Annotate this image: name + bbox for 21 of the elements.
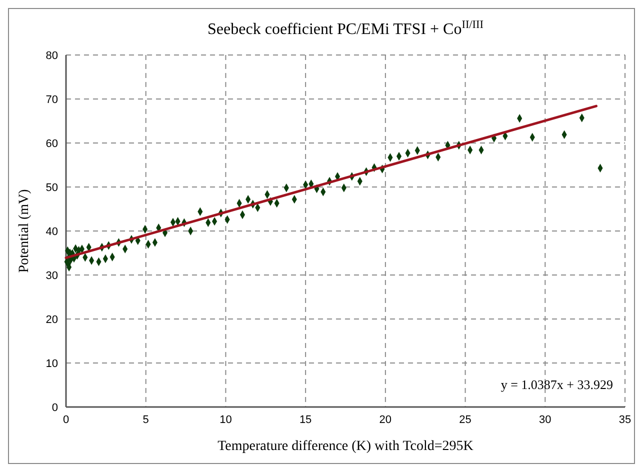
y-tick-label: 0 xyxy=(52,402,58,414)
y-tick-label: 40 xyxy=(46,226,58,238)
x-axis-title: Temperature difference (K) with Tcold=295K xyxy=(218,439,474,454)
annotation: y = 1.0387x + 33.929 xyxy=(500,377,613,392)
y-axis-title: Potential (mV) xyxy=(17,188,32,273)
y-tick-label: 10 xyxy=(46,358,58,370)
y-tick-label: 80 xyxy=(46,50,58,62)
y-tick-label: 20 xyxy=(46,314,58,326)
x-tick-label: 25 xyxy=(459,414,472,426)
y-tick-label: 60 xyxy=(46,138,58,150)
x-tick-label: 10 xyxy=(220,414,232,426)
x-tick-label: 30 xyxy=(539,414,552,426)
y-tick-label: 30 xyxy=(46,270,58,282)
x-tick-label: 5 xyxy=(142,414,149,426)
x-tick-label: 0 xyxy=(62,414,70,426)
y-tick-label: 70 xyxy=(46,94,58,106)
y-tick-label: 50 xyxy=(46,182,58,194)
x-tick-label: 20 xyxy=(379,414,392,426)
chart-title: Seebeck coefficient PC/EMi TFSI + Co$^{II/III}$ xyxy=(208,19,484,38)
x-tick-label: 35 xyxy=(618,414,632,426)
x-tick-label: 15 xyxy=(299,414,312,426)
